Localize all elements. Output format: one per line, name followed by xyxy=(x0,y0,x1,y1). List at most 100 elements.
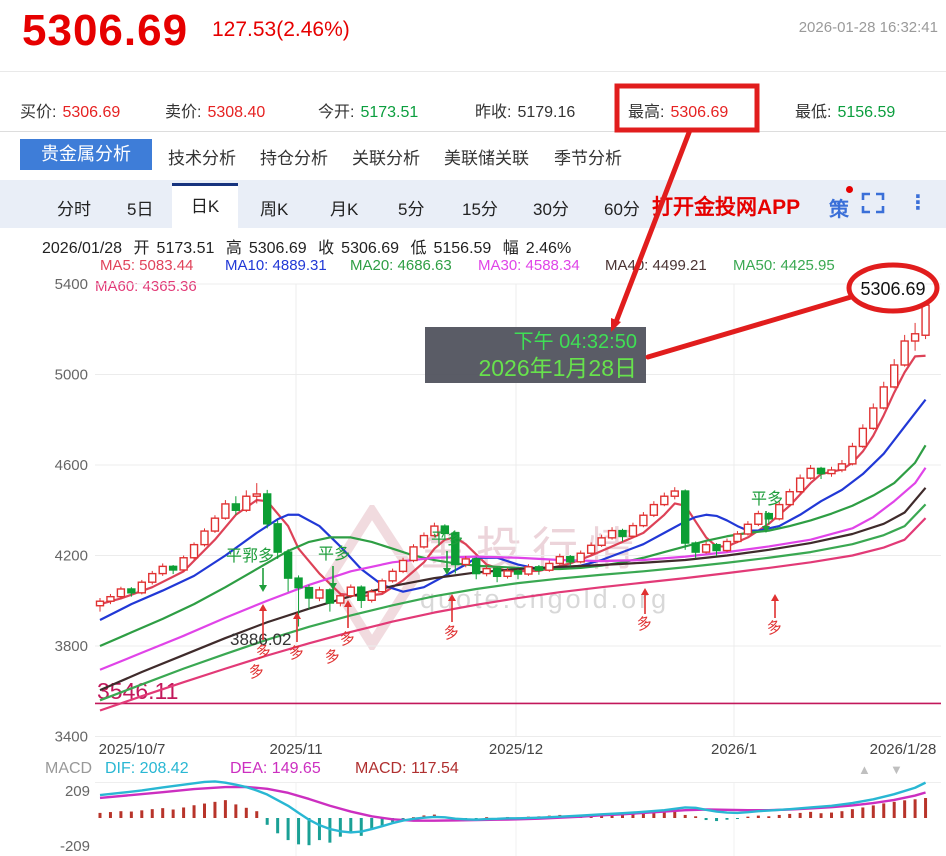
open-long-marker-label: 多 xyxy=(287,643,305,663)
macd-dea-legend: DEA: 149.65 xyxy=(230,760,321,777)
macd-title: MACD xyxy=(45,760,93,777)
period-toolbar xyxy=(0,180,946,228)
open-long-marker-label: 多 xyxy=(323,647,341,667)
open-long-marker-label: 多 xyxy=(765,618,783,638)
macd-histogram xyxy=(98,798,928,846)
quote-item-prev-close: 昨收: 5179.16 xyxy=(475,104,576,121)
ohlc-close: 5306.69 xyxy=(341,240,400,257)
close-long-marker-label: 平郛多 xyxy=(226,547,274,565)
tab-technical-analysis[interactable]: 技术分析 xyxy=(168,149,236,168)
quote-item-low: 最低: 5156.59 xyxy=(795,104,896,121)
open-long-arrowhead xyxy=(641,588,649,595)
macd-dif-legend: DIF: 208.42 xyxy=(105,760,189,777)
buy-price-value: 5306.69 xyxy=(62,104,121,121)
open-price-value: 5173.51 xyxy=(360,104,419,121)
ma10-legend: MA10: 4889.31 xyxy=(225,257,327,274)
open-long-arrowhead xyxy=(259,604,267,611)
ma60-legend: MA60: 4365.36 xyxy=(95,278,197,295)
period-tab-30min[interactable]: 30分 xyxy=(533,200,569,219)
close-long-marker-label: 平多 xyxy=(751,490,783,508)
tabs-top-divider xyxy=(0,131,946,132)
close-long-arrowhead xyxy=(762,526,770,533)
open-long-marker-label: 多 xyxy=(635,614,653,634)
notification-dot xyxy=(846,186,853,193)
period-tab-monthly-k[interactable]: 月K xyxy=(330,200,359,219)
current-price: 5306.69 xyxy=(22,6,189,55)
prev-close-value: 5179.16 xyxy=(517,104,576,121)
y-axis-tick: 4600 xyxy=(55,457,88,474)
macd-value-legend: MACD: 117.54 xyxy=(355,760,459,777)
strategy-icon[interactable]: 策 xyxy=(829,199,849,221)
ma-line-ma10 xyxy=(99,398,927,621)
quote-item-buy: 买价: 5306.69 xyxy=(20,104,121,121)
open-long-arrowhead xyxy=(771,594,779,601)
x-axis-label: 2025/11 xyxy=(269,741,322,758)
period-tab-weekly-k[interactable]: 周K xyxy=(260,200,289,219)
sell-price-value: 5308.40 xyxy=(207,104,266,121)
price-change: 127.53(2.46%) xyxy=(212,18,350,41)
tooltip-time: 下午 04:32:50 xyxy=(513,331,637,353)
period-tab-15min[interactable]: 15分 xyxy=(462,200,498,219)
ohlc-high: 5306.69 xyxy=(248,240,307,257)
open-long-marker-label: 多 xyxy=(247,662,265,682)
scroll-up-icon[interactable]: ▲ xyxy=(858,762,871,777)
tooltip-date: 2026年1月28日 xyxy=(478,355,637,381)
prev-low-label: 3886.02 xyxy=(230,630,291,649)
open-long-marker-label: 多 xyxy=(254,642,272,662)
open-long-arrowhead xyxy=(344,600,352,607)
tab-precious-metal-analysis[interactable]: 贵金属分析 xyxy=(20,139,152,170)
open-long-marker-label: 多 xyxy=(338,629,356,649)
period-tab-5day[interactable]: 5日 xyxy=(127,200,154,219)
candles-group xyxy=(95,304,930,627)
chart-tooltip: 下午 04:32:50 2026年1月28日 xyxy=(425,327,646,383)
macd-tick: 209 xyxy=(65,783,90,800)
y-axis-tick: 5400 xyxy=(55,276,88,293)
close-long-marker-label: 平多 xyxy=(431,530,463,548)
ma-line-ma50 xyxy=(99,503,927,702)
period-tab-daily-k[interactable]: 日K xyxy=(172,183,238,228)
ohlc-open: 5173.51 xyxy=(156,240,215,257)
macd-dif-line xyxy=(99,780,927,834)
macd-dea-line xyxy=(99,785,926,822)
y-axis-tick: 5000 xyxy=(55,367,88,384)
open-long-arrowhead xyxy=(448,594,456,601)
period-tab-5min[interactable]: 5分 xyxy=(398,200,425,219)
support-level-label: 3546.11 xyxy=(97,678,178,704)
ohlc-date: 2026/01/28 xyxy=(42,240,123,257)
close-long-arrowhead xyxy=(329,583,337,590)
close-long-arrowhead xyxy=(259,585,267,592)
low-price-value: 5156.59 xyxy=(837,104,896,121)
tab-seasonal-analysis[interactable]: 季节分析 xyxy=(554,149,622,168)
quote-item-open: 今开: 5173.51 xyxy=(318,104,419,121)
ohlc-low: 5156.59 xyxy=(433,240,492,257)
open-long-arrowhead xyxy=(293,612,301,619)
y-axis-tick: 3800 xyxy=(55,638,88,655)
more-options-icon[interactable]: ⋮ xyxy=(908,192,928,214)
period-tab-realtime[interactable]: 分时 xyxy=(57,200,91,219)
open-long-marker-label: 多 xyxy=(442,623,460,643)
x-axis-label: 2025/10/7 xyxy=(99,741,166,758)
x-axis-label: 2026/1 xyxy=(711,741,757,758)
tab-fed-correlation[interactable]: 美联储关联 xyxy=(444,149,529,168)
fullscreen-icon[interactable] xyxy=(861,192,885,214)
ohlc-range: 2.46% xyxy=(525,240,572,257)
macd-tick: -209 xyxy=(60,838,90,855)
close-long-arrowhead xyxy=(443,568,451,575)
tab-correlation-analysis[interactable]: 关联分析 xyxy=(352,149,420,168)
ma5-legend: MA5: 5083.44 xyxy=(100,257,194,274)
scroll-down-icon[interactable]: ▼ xyxy=(890,762,903,777)
y-axis-tick: 4200 xyxy=(55,548,88,565)
ma20-legend: MA20: 4686.63 xyxy=(350,257,452,274)
tab-position-analysis[interactable]: 持仓分析 xyxy=(260,149,328,168)
x-axis-label: 2025/12 xyxy=(489,741,543,758)
y-axis-tick: 3400 xyxy=(55,729,88,746)
ma-line-ma20 xyxy=(99,444,927,648)
quote-timestamp: 2026-01-28 16:32:41 xyxy=(798,19,938,36)
quote-item-sell: 卖价: 5308.40 xyxy=(165,104,266,121)
ma-line-ma60 xyxy=(99,517,927,712)
ma30-legend: MA30: 4588.34 xyxy=(478,257,580,274)
x-axis-label: 2026/1/28 xyxy=(870,741,937,758)
